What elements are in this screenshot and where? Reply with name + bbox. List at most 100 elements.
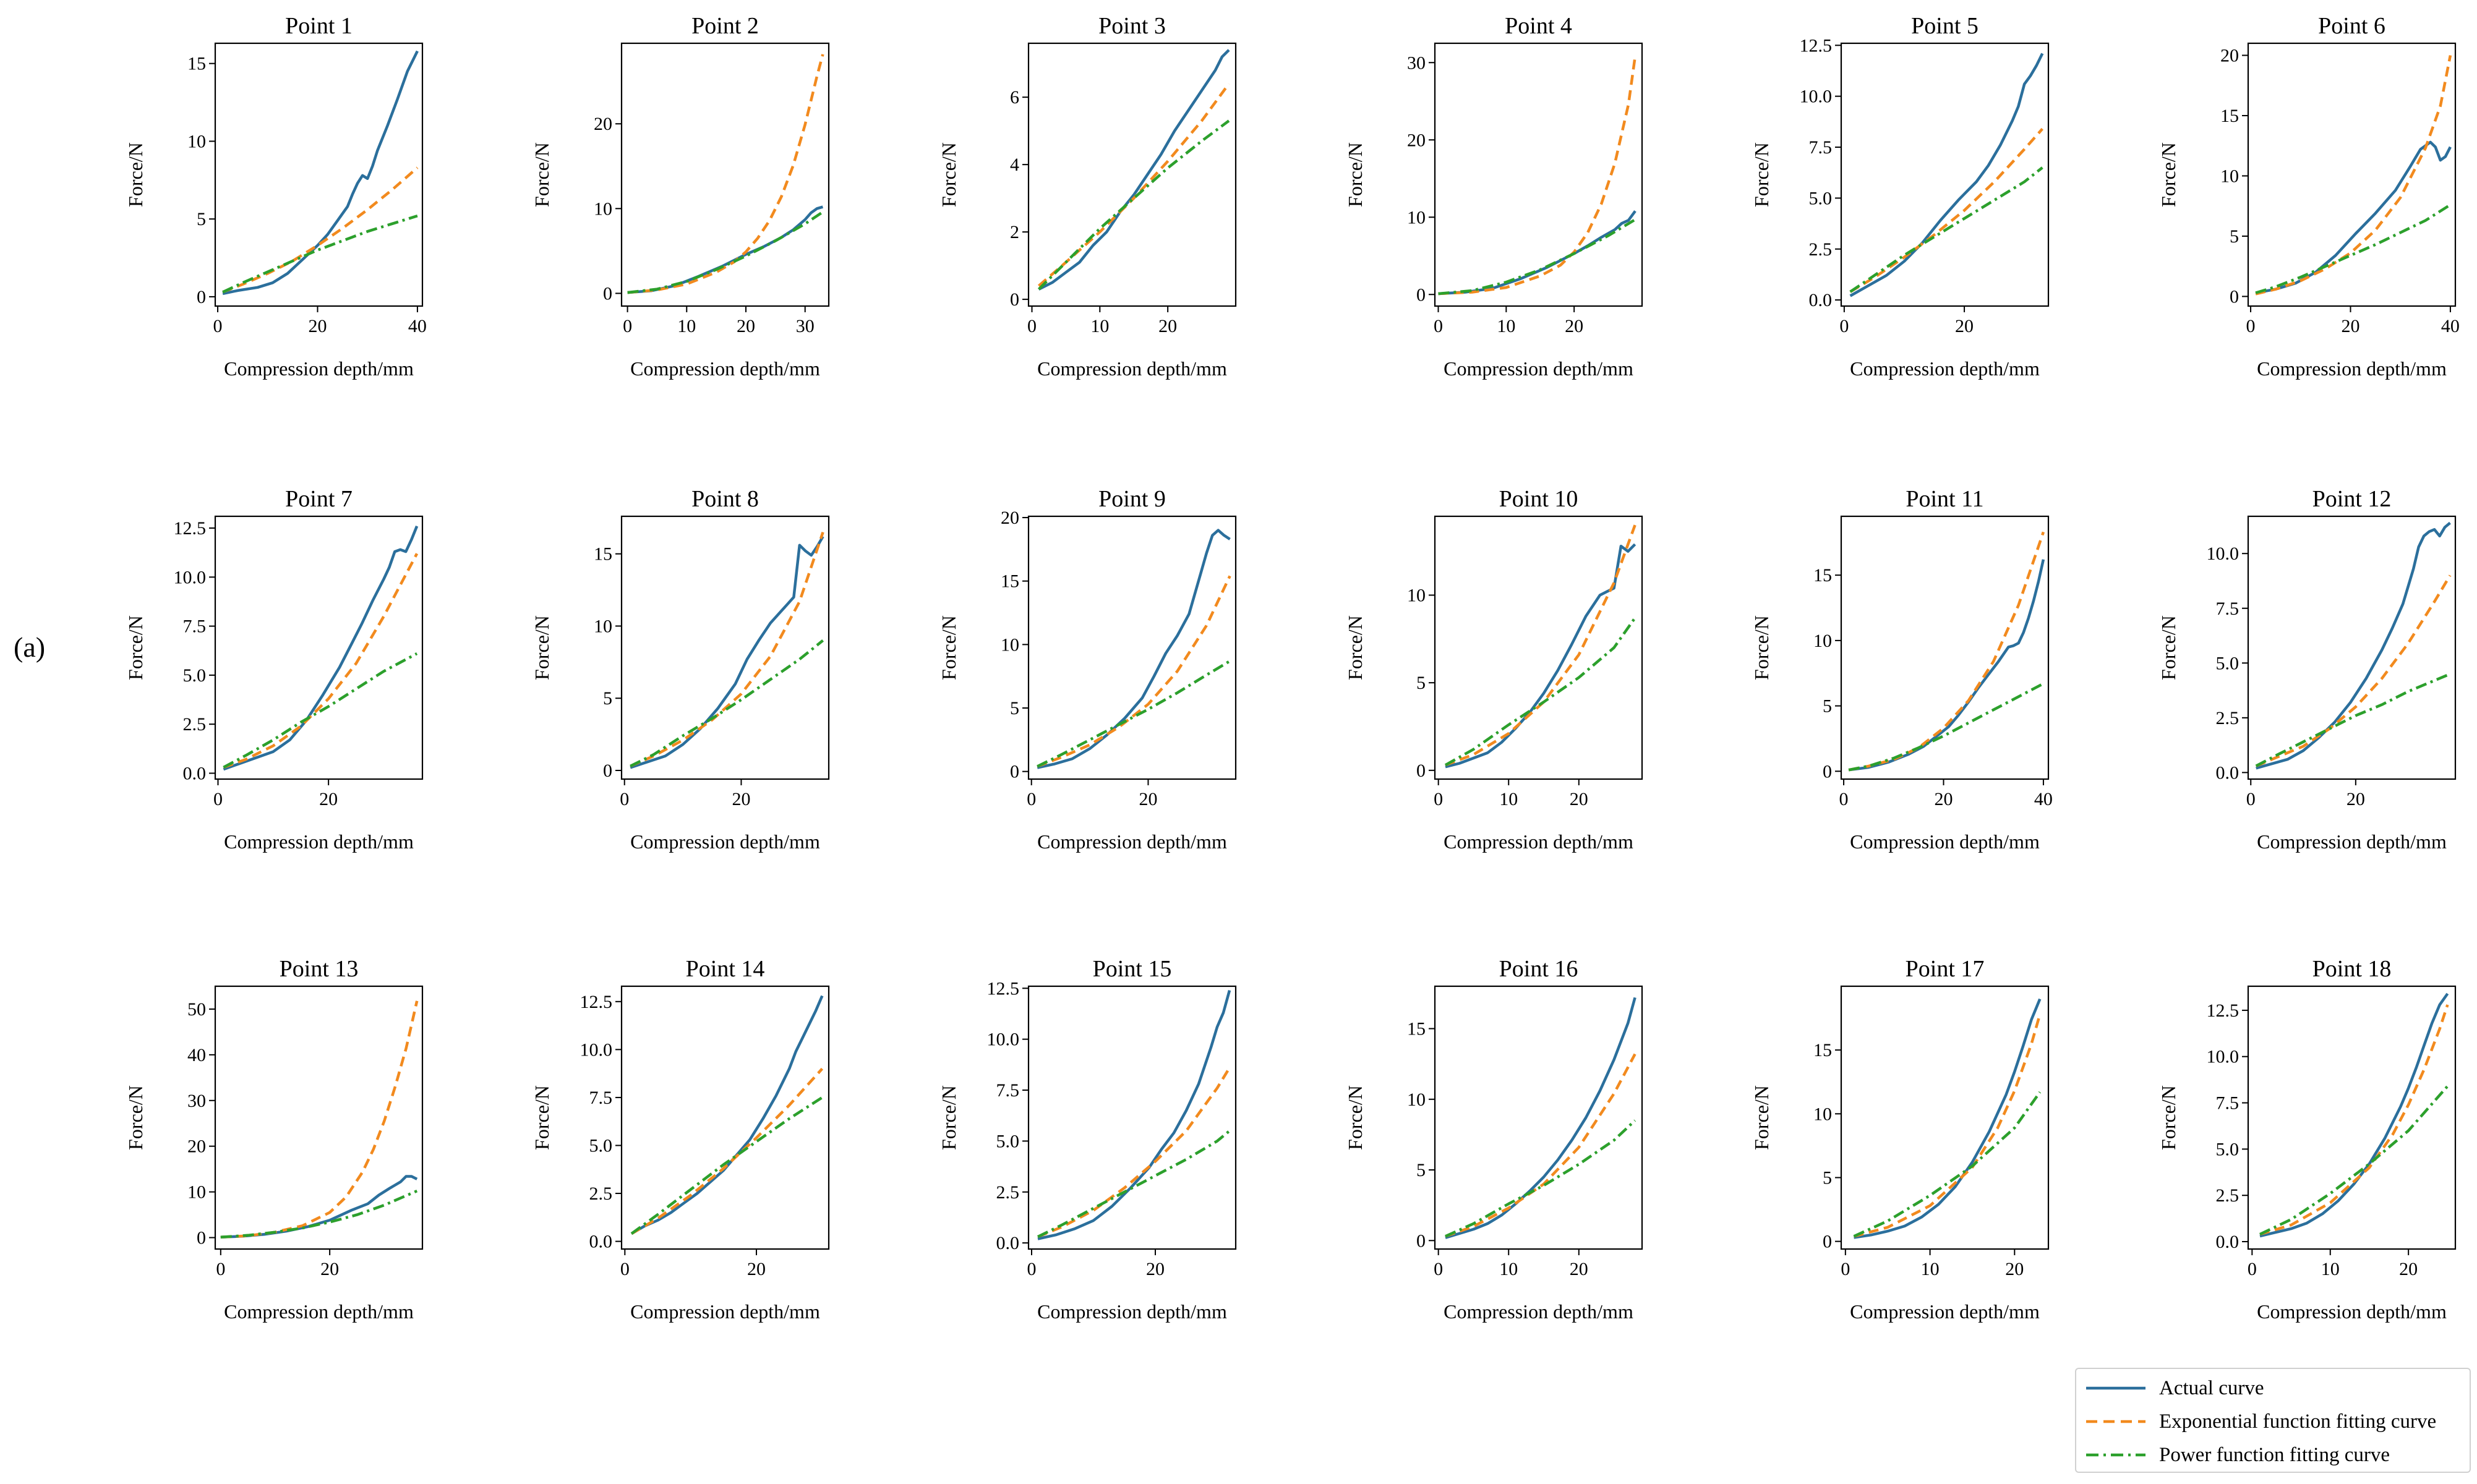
x-axis-label: Compression depth/mm <box>224 830 414 853</box>
subplot-5: 0 20 0.0 2.5 5.0 7.5 10.0 12.5 Point 5 Compressio… <box>1750 13 2050 380</box>
y-tick-label: 10 <box>1813 1104 1832 1124</box>
y-tick-label: 10 <box>1813 631 1832 651</box>
y-tick-label: 2 <box>1010 222 1019 242</box>
series-line-solid <box>220 1175 418 1239</box>
series-line-solid <box>1849 53 2044 297</box>
y-tick-label: 2.5 <box>183 714 207 735</box>
plot-frame <box>1840 985 2050 1250</box>
y-axis-label: Force/N <box>531 142 553 207</box>
series-line-dashed <box>627 54 824 294</box>
y-tick-label: 15 <box>2220 106 2239 126</box>
y-tick-label: 5.0 <box>183 665 207 686</box>
x-axis-label: Compression depth/mm <box>1850 830 2040 853</box>
plot-frame <box>2247 985 2457 1250</box>
y-tick-label: 0 <box>603 761 612 781</box>
x-tick-label: 0 <box>1434 1259 1443 1279</box>
y-tick-label: 10 <box>2220 166 2239 186</box>
x-tick-label: 10 <box>677 316 696 336</box>
series-line-dashed <box>1848 531 2045 772</box>
subplot-title: Point 13 <box>280 956 359 982</box>
x-tick-label: 0 <box>1839 789 1849 809</box>
x-tick-label: 0 <box>1434 316 1443 336</box>
x-tick-label: 20 <box>737 316 755 336</box>
series-line-dashdot <box>630 639 824 768</box>
subplot-title: Point 8 <box>691 486 759 512</box>
x-tick-label: 10 <box>1499 789 1518 809</box>
y-tick-label: 5 <box>1416 673 1426 693</box>
x-tick-label: 20 <box>1565 316 1583 336</box>
series-line-solid <box>630 535 824 769</box>
x-tick-label: 0 <box>1027 789 1036 809</box>
y-tick-label: 10.0 <box>2207 1047 2240 1067</box>
y-tick-label: 5.0 <box>1809 188 1833 208</box>
y-tick-label: 2.5 <box>589 1183 613 1204</box>
panel-label: (a) <box>14 631 46 663</box>
plot-frame <box>1027 985 1237 1250</box>
x-tick-label: 10 <box>1499 1259 1518 1279</box>
y-tick-label: 30 <box>1407 53 1426 73</box>
y-tick-label: 7.5 <box>589 1088 613 1108</box>
y-tick-label: 12.5 <box>2207 1000 2240 1021</box>
y-tick-label: 10.0 <box>580 1039 613 1060</box>
subplot-title: Point 5 <box>1911 13 1979 39</box>
x-tick-label: 20 <box>747 1259 766 1279</box>
y-tick-label: 5.0 <box>2216 653 2240 673</box>
x-tick-label: 20 <box>732 789 750 809</box>
x-tick-label: 20 <box>1139 789 1157 809</box>
x-tick-label: 10 <box>1497 316 1515 336</box>
x-tick-label: 20 <box>308 316 327 336</box>
series-line-dashdot <box>1445 1119 1636 1238</box>
subplot-16: 0 10 20 0 5 10 15 Point 16 Compression depth/mm F… <box>1344 956 1643 1323</box>
y-axis-label: Force/N <box>1750 142 1773 207</box>
series-line-dashdot <box>2255 672 2451 767</box>
series-line-dashed <box>222 166 419 294</box>
x-axis-label: Compression depth/mm <box>630 830 820 853</box>
plot-frame <box>1027 42 1237 307</box>
subplot-title: Point 18 <box>2312 956 2392 982</box>
series-line-solid <box>2255 140 2452 294</box>
series-line-dashdot <box>222 214 418 294</box>
x-tick-label: 0 <box>1841 1259 1850 1279</box>
x-tick-label: 20 <box>320 1259 339 1279</box>
series-line-dashed <box>1445 524 1636 767</box>
x-tick-label: 0 <box>620 789 629 809</box>
y-tick-label: 0 <box>197 1228 206 1248</box>
series-line-dashdot <box>627 210 824 294</box>
y-tick-label: 0 <box>1416 1230 1426 1251</box>
y-axis-label: Force/N <box>124 1085 147 1150</box>
y-tick-label: 5 <box>2230 226 2239 247</box>
x-tick-label: 40 <box>408 316 427 336</box>
y-tick-label: 5 <box>1416 1160 1426 1180</box>
x-tick-label: 0 <box>1839 316 1849 336</box>
series-line-solid <box>2259 992 2449 1238</box>
subplot-6: 0 20 40 0 5 10 15 20 Point 6 Compression depth/mm… <box>2157 13 2460 380</box>
series-line-solid <box>630 995 824 1235</box>
y-axis-label: Force/N <box>1344 142 1366 207</box>
y-axis-label: Force/N <box>1344 615 1366 680</box>
x-tick-label: 20 <box>2399 1259 2418 1279</box>
y-tick-label: 7.5 <box>2216 599 2240 619</box>
legend-entry-power: Power function fitting curve <box>2086 1439 2390 1470</box>
series-line-dashdot <box>1438 218 1636 296</box>
series-line-solid <box>627 205 824 294</box>
series-line-solid <box>223 526 419 771</box>
subplot-10: 0 10 20 0 5 10 Point 10 Compression depth/mm For… <box>1344 486 1643 853</box>
legend-entry-actual: Actual curve <box>2086 1373 2264 1404</box>
y-tick-label: 2.5 <box>996 1182 1020 1203</box>
y-axis-label: Force/N <box>531 615 553 680</box>
subplot-4: 0 10 20 0 10 20 30 Point 4 Compression depth/mm F… <box>1344 13 1643 380</box>
subplot-title: Point 9 <box>1098 486 1166 512</box>
y-tick-label: 5 <box>1823 1167 1832 1188</box>
x-axis-label: Compression depth/mm <box>224 1300 414 1323</box>
plot-frame <box>214 42 424 307</box>
subplot-title: Point 15 <box>1093 956 1172 982</box>
y-tick-label: 15 <box>1813 1040 1832 1060</box>
series-line-solid <box>1438 210 1636 296</box>
y-tick-label: 0 <box>1416 284 1426 305</box>
x-tick-label: 40 <box>2441 316 2460 336</box>
y-tick-label: 10 <box>187 1182 206 1203</box>
series-line-dashdot <box>630 1096 823 1235</box>
y-tick-label: 20 <box>1001 508 1019 528</box>
series-line-dashed <box>1037 1067 1231 1239</box>
